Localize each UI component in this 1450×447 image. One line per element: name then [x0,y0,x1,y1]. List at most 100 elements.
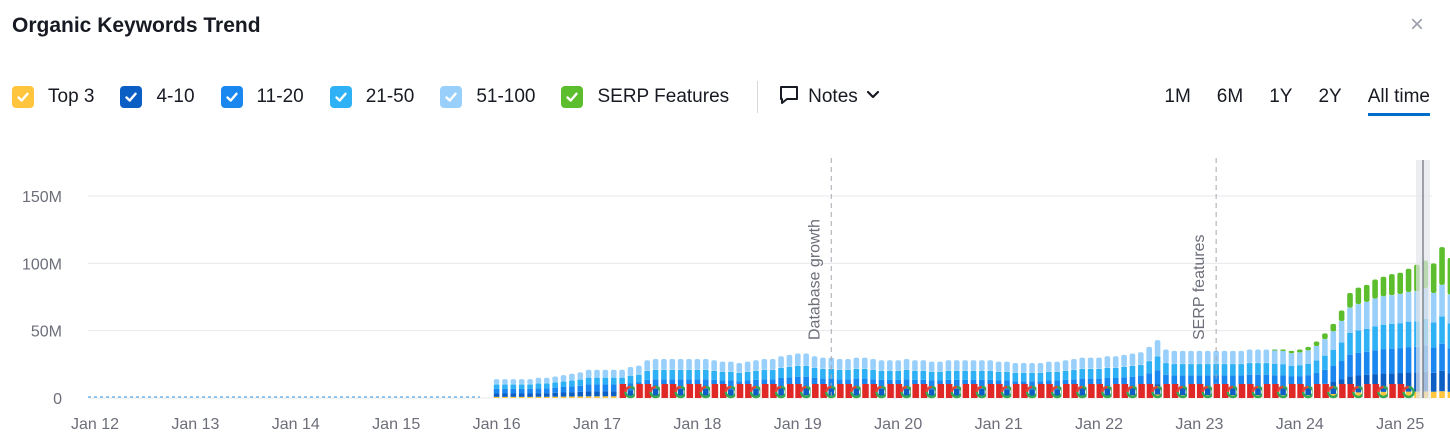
close-icon[interactable]: × [1409,11,1424,38]
bar-segment [979,379,985,389]
event-flag-icon [1120,384,1129,398]
x-tick-label: Jan 13 [171,416,219,433]
bar-segment [1288,350,1295,354]
bar-segment [970,360,977,371]
bar-segment [1405,372,1412,392]
legend-item-top3[interactable]: Top 3 [12,86,94,108]
bar-segment [878,360,885,371]
bar-segment [1179,350,1186,365]
bar-segment [1280,350,1286,365]
bar-segment [1112,356,1119,368]
bar-segment [1196,375,1203,387]
checkbox-icon[interactable] [329,86,352,108]
chevron-down-icon [866,88,880,107]
checkbox-icon[interactable] [120,86,143,108]
bar-segment [1071,358,1077,370]
period-6m[interactable]: 6M [1216,86,1244,107]
bar-segment [602,377,609,385]
bar-segment [1020,362,1027,373]
bar-segment [1112,367,1119,378]
checkbox-icon[interactable] [12,86,34,108]
bar-segment [544,396,550,398]
bar-segment [1313,341,1320,346]
bar-segment [1179,375,1186,387]
legend-item-serp-features[interactable]: SERP Features [561,86,729,108]
bar-segment [1221,375,1228,387]
x-tick-label: Jan 19 [774,416,822,433]
bar-segment [1338,361,1345,380]
event-flag-icon [1220,384,1222,398]
period-1m[interactable]: 1M [1164,86,1191,107]
bar-segment [1171,350,1178,365]
bar-segment [1154,356,1161,371]
x-tick-label: Jan 22 [1075,416,1123,433]
bar-segment [627,375,634,384]
bar-segment [1029,381,1035,390]
event-flag-icon [818,384,821,398]
legend-item-11-20[interactable]: 11-20 [220,86,304,108]
checkbox-icon[interactable] [220,86,243,108]
bar-segment [1355,304,1362,331]
legend-item-4-10[interactable]: 4-10 [120,86,195,108]
google-update-icon [1251,385,1259,393]
bar-segment [1096,357,1102,369]
bar-segment [1246,349,1253,364]
bar-segment [1071,369,1077,380]
bar-segment [527,393,533,397]
period-2y[interactable]: 2Y [1318,86,1342,107]
google-update-icon [900,385,907,393]
event-flag-icon [994,384,997,398]
event-flag-icon [1262,384,1264,398]
event-flag-icon [869,384,871,398]
bar-segment [1037,362,1044,373]
legend-item-21-50[interactable]: 21-50 [329,86,414,108]
bar-segment [1087,357,1094,369]
event-flag-icon [1145,384,1154,398]
y-tick-label: 0 [53,391,62,408]
bar-segment [1280,349,1286,351]
google-update-icon [825,385,832,393]
bar-segment [1204,350,1211,365]
checkbox-icon[interactable] [561,86,584,108]
bar-segment [895,370,901,380]
bar-segment [677,369,684,380]
annotation-label: SERP features [1191,234,1208,340]
bar-segment [719,371,726,381]
bar-segment [1405,391,1412,398]
bar-segment [1213,375,1219,387]
legend-item-51-100[interactable]: 51-100 [440,86,535,108]
event-flag-icon [910,384,919,398]
period-all-time[interactable]: All time [1367,86,1431,116]
bar-segment [1447,323,1450,349]
period-1y[interactable]: 1Y [1269,86,1293,107]
bar-segment [995,361,1002,372]
bar-segment [861,368,868,379]
bar-segment [1171,375,1178,387]
event-flag-icon [860,384,869,398]
bar-segment [987,360,994,371]
checkbox-icon[interactable] [440,86,463,108]
bar-segment [1171,364,1178,376]
bar-segment [1154,370,1161,385]
bar-segment [1439,343,1445,371]
bar-segment [1405,321,1412,348]
bar-segment [1129,376,1136,388]
notes-dropdown[interactable]: Notes [778,84,880,111]
keywords-chart[interactable]: 0 50M 100M 150M Database growth SERP features… [0,150,1450,447]
bar-segment [560,392,567,397]
bar-segment [1188,375,1194,387]
bar-segment [1430,292,1437,323]
period-selector: 1M 6M 1Y 2Y All time [1138,82,1431,116]
bar-segment [761,369,768,380]
bar-segment [686,379,692,389]
bar-segment [962,360,968,371]
event-flag-icon [1061,384,1064,398]
event-flag-icon [1195,384,1204,398]
bar-segment [535,377,542,384]
event-flag-icon [835,384,838,398]
bar-segment [1046,371,1052,381]
bar-segment [502,388,508,394]
bar-segment [527,396,533,398]
bar-segment [594,391,600,397]
bar-segment [1054,389,1060,396]
